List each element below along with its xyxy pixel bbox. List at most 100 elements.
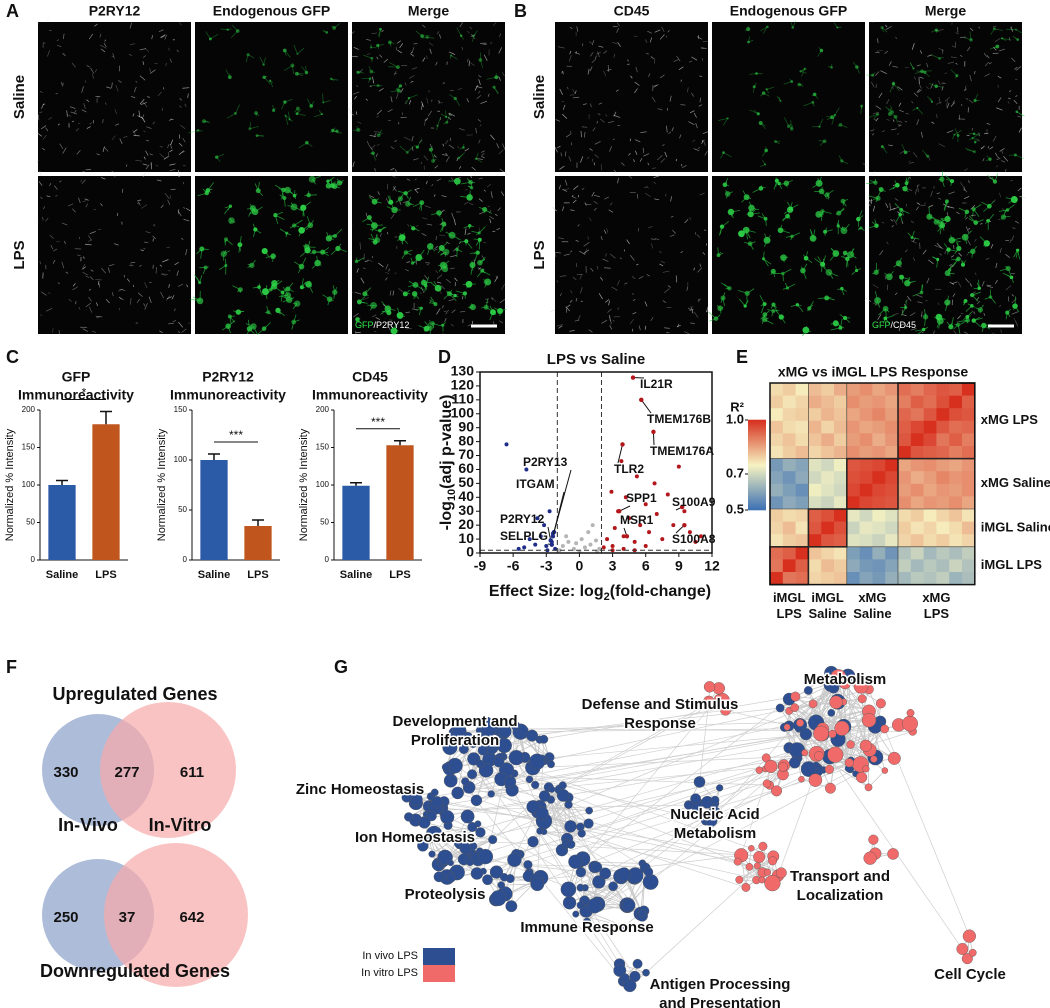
heat-cell xyxy=(834,509,847,522)
column-header: Endogenous GFP xyxy=(730,3,847,19)
node xyxy=(876,699,886,709)
heat-cell xyxy=(834,522,847,535)
row-group-label: xMG Saline xyxy=(981,475,1050,490)
venn-count: 611 xyxy=(180,764,204,781)
chart-title: xMG vs iMGL LPS Response xyxy=(778,364,969,380)
annotation-point xyxy=(682,523,686,527)
heat-cell xyxy=(783,522,796,535)
heat-cell xyxy=(860,559,873,572)
heat-cell xyxy=(898,471,911,484)
node xyxy=(869,835,879,845)
heat-cell xyxy=(898,433,911,446)
y-tick-label: 60 xyxy=(458,460,474,476)
node xyxy=(813,726,828,741)
heat-cell xyxy=(796,572,809,585)
heat-cell xyxy=(872,383,885,396)
heat-cell xyxy=(847,421,860,434)
legend-label: In vivo LPS xyxy=(362,950,418,962)
heat-cell xyxy=(898,509,911,522)
heat-cell xyxy=(834,459,847,472)
row-group-label: xMG LPS xyxy=(981,412,1038,427)
heat-cell xyxy=(796,459,809,472)
micrograph xyxy=(190,176,348,335)
point xyxy=(548,509,552,513)
heat-cell xyxy=(770,421,783,434)
node xyxy=(493,756,504,767)
cluster-label: Nucleic Acid xyxy=(670,806,759,823)
heat-cell xyxy=(898,559,911,572)
heat-cell xyxy=(808,396,821,409)
heat-cell xyxy=(911,534,924,547)
panel-letter: E xyxy=(736,347,748,367)
heat-cell xyxy=(770,396,783,409)
panel-letter: F xyxy=(6,657,17,677)
heat-cell xyxy=(936,522,949,535)
heat-cell xyxy=(847,572,860,585)
heat-cell xyxy=(885,509,898,522)
column-header: P2RY12 xyxy=(89,3,141,19)
heat-cell xyxy=(847,534,860,547)
heat-cell xyxy=(860,496,873,509)
micrograph-bg xyxy=(38,22,191,172)
y-tick-label: 200 xyxy=(22,405,36,414)
node xyxy=(498,881,505,888)
heat-cell xyxy=(962,547,975,560)
x-tick-label: 9 xyxy=(675,558,683,574)
bar xyxy=(386,445,413,560)
panel-letter: D xyxy=(438,347,451,367)
node xyxy=(784,724,790,730)
heat-cell xyxy=(770,433,783,446)
heat-cell xyxy=(847,446,860,459)
x-tick-label: LPS xyxy=(389,569,410,581)
micrograph xyxy=(863,20,1025,176)
annotation-point xyxy=(639,398,643,402)
heat-cell xyxy=(885,421,898,434)
heat-cell xyxy=(898,446,911,459)
caption-part: /P2RY12 xyxy=(374,320,410,330)
column-header: CD45 xyxy=(614,3,650,19)
node xyxy=(835,721,850,736)
heat-cell xyxy=(872,421,885,434)
point xyxy=(505,442,509,446)
chart-title: CD45 xyxy=(352,369,388,385)
heat-cell xyxy=(783,396,796,409)
heat-cell xyxy=(783,421,796,434)
micrograph-bg xyxy=(869,22,1022,172)
node xyxy=(863,765,870,772)
heat-cell xyxy=(936,459,949,472)
panel-letter: G xyxy=(334,657,348,677)
heat-cell xyxy=(872,572,885,585)
node xyxy=(467,770,477,780)
node xyxy=(608,882,617,891)
panel-letter: A xyxy=(6,1,19,21)
heat-cell xyxy=(847,509,860,522)
heat-cell xyxy=(821,433,834,446)
point xyxy=(633,540,637,544)
significance: *** xyxy=(371,415,385,429)
node xyxy=(466,858,474,866)
signal xyxy=(46,17,49,22)
heat-cell xyxy=(783,572,796,585)
heat-cell xyxy=(783,471,796,484)
heat-cell xyxy=(821,496,834,509)
node xyxy=(736,876,744,884)
col-group-label: Saline xyxy=(808,606,846,621)
node xyxy=(764,869,771,876)
process xyxy=(339,182,342,183)
point xyxy=(611,544,615,548)
heat-cell xyxy=(872,396,885,409)
process xyxy=(259,284,260,287)
node xyxy=(756,767,763,774)
heat-cell xyxy=(770,534,783,547)
heat-cell xyxy=(949,484,962,497)
micrograph xyxy=(709,176,865,336)
label-part: 10 xyxy=(446,489,458,501)
heat-cell xyxy=(962,446,975,459)
heat-cell xyxy=(885,433,898,446)
heat-cell xyxy=(936,484,949,497)
cluster-label: Response xyxy=(624,715,696,732)
heat-cell xyxy=(847,496,860,509)
node xyxy=(814,751,823,760)
heat-cell xyxy=(872,408,885,421)
heat-cell xyxy=(808,534,821,547)
